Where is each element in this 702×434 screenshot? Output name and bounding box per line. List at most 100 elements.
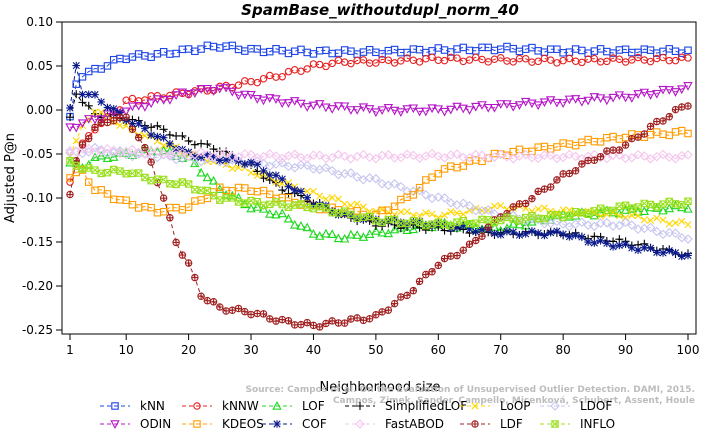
data-point bbox=[97, 108, 105, 116]
legend-item-knnw: kNNW bbox=[182, 399, 259, 413]
data-point bbox=[109, 104, 118, 113]
data-point bbox=[228, 154, 237, 162]
x-tick-label: 20 bbox=[181, 343, 196, 357]
data-point bbox=[684, 197, 692, 206]
series-odin bbox=[65, 82, 693, 133]
data-point bbox=[166, 214, 174, 222]
data-point bbox=[677, 85, 687, 95]
data-point bbox=[584, 238, 592, 246]
data-point bbox=[371, 153, 381, 164]
data-point bbox=[670, 228, 681, 238]
data-point bbox=[553, 227, 561, 235]
data-point bbox=[652, 248, 661, 257]
data-point bbox=[234, 81, 243, 89]
legend-label: SimplifiedLOF bbox=[385, 399, 467, 413]
data-point bbox=[284, 67, 293, 76]
data-point bbox=[133, 101, 144, 111]
data-point bbox=[103, 103, 112, 112]
data-point bbox=[665, 220, 673, 228]
data-point bbox=[578, 58, 586, 67]
data-point bbox=[103, 62, 112, 70]
legend-label: LoOP bbox=[500, 399, 531, 413]
data-point bbox=[290, 219, 300, 229]
data-point bbox=[190, 140, 199, 149]
data-point bbox=[540, 214, 549, 223]
data-point bbox=[408, 150, 419, 161]
data-point bbox=[183, 90, 194, 99]
data-point bbox=[333, 149, 344, 160]
data-point bbox=[141, 173, 149, 182]
data-point bbox=[277, 99, 287, 109]
data-point bbox=[84, 178, 93, 186]
data-point bbox=[228, 164, 236, 173]
data-point bbox=[141, 124, 149, 133]
data-point bbox=[620, 93, 631, 103]
data-point bbox=[140, 103, 150, 112]
data-point bbox=[147, 158, 155, 166]
data-point bbox=[440, 46, 449, 54]
data-point bbox=[640, 244, 649, 252]
data-point bbox=[297, 67, 305, 76]
data-point bbox=[327, 105, 337, 114]
data-point bbox=[316, 192, 324, 200]
series-ldof bbox=[65, 142, 693, 244]
y-tick-label: -0.15 bbox=[22, 235, 53, 249]
y-tick-label: -0.20 bbox=[22, 279, 53, 293]
data-point bbox=[359, 316, 368, 324]
data-point bbox=[508, 102, 518, 112]
data-point bbox=[78, 98, 87, 107]
data-point bbox=[577, 97, 587, 107]
data-point bbox=[628, 134, 636, 143]
data-point bbox=[290, 321, 299, 329]
data-point bbox=[502, 100, 512, 109]
data-point bbox=[347, 201, 355, 209]
data-point bbox=[471, 102, 481, 112]
data-point bbox=[159, 125, 168, 134]
data-point bbox=[408, 224, 419, 234]
data-point bbox=[508, 219, 518, 228]
data-point bbox=[565, 169, 574, 178]
data-point bbox=[334, 56, 343, 65]
data-point bbox=[247, 196, 255, 205]
data-point bbox=[234, 198, 243, 206]
data-point bbox=[590, 207, 599, 215]
data-point bbox=[628, 204, 636, 212]
data-point bbox=[584, 156, 592, 165]
data-point bbox=[353, 214, 361, 222]
data-point bbox=[302, 160, 312, 171]
data-point bbox=[653, 214, 661, 222]
legend-item-lof: LOF bbox=[262, 399, 325, 413]
data-point bbox=[134, 120, 143, 128]
data-point bbox=[116, 113, 124, 122]
data-point bbox=[147, 123, 156, 132]
data-point bbox=[515, 231, 524, 239]
data-point bbox=[353, 215, 361, 223]
data-point bbox=[397, 57, 405, 65]
series-line bbox=[69, 130, 689, 218]
data-point bbox=[191, 273, 199, 282]
data-point bbox=[308, 101, 319, 111]
data-point bbox=[334, 209, 343, 217]
legend-item-inflo: INFLO bbox=[540, 417, 615, 431]
data-point bbox=[347, 315, 355, 323]
data-point bbox=[216, 303, 224, 311]
data-point bbox=[465, 240, 474, 248]
data-point bbox=[72, 137, 80, 145]
data-point bbox=[102, 153, 113, 162]
data-point bbox=[427, 104, 437, 114]
data-point bbox=[634, 212, 642, 220]
data-point bbox=[627, 220, 637, 230]
data-point bbox=[565, 54, 574, 63]
data-point bbox=[233, 91, 244, 101]
data-point bbox=[596, 138, 605, 146]
legend-label: LDOF bbox=[580, 399, 612, 413]
data-point bbox=[665, 246, 674, 255]
data-point bbox=[540, 48, 549, 56]
data-point bbox=[534, 229, 542, 237]
data-point bbox=[353, 200, 361, 208]
data-point bbox=[147, 131, 155, 139]
data-point bbox=[128, 94, 137, 103]
data-point bbox=[539, 98, 550, 108]
data-point bbox=[559, 56, 567, 65]
